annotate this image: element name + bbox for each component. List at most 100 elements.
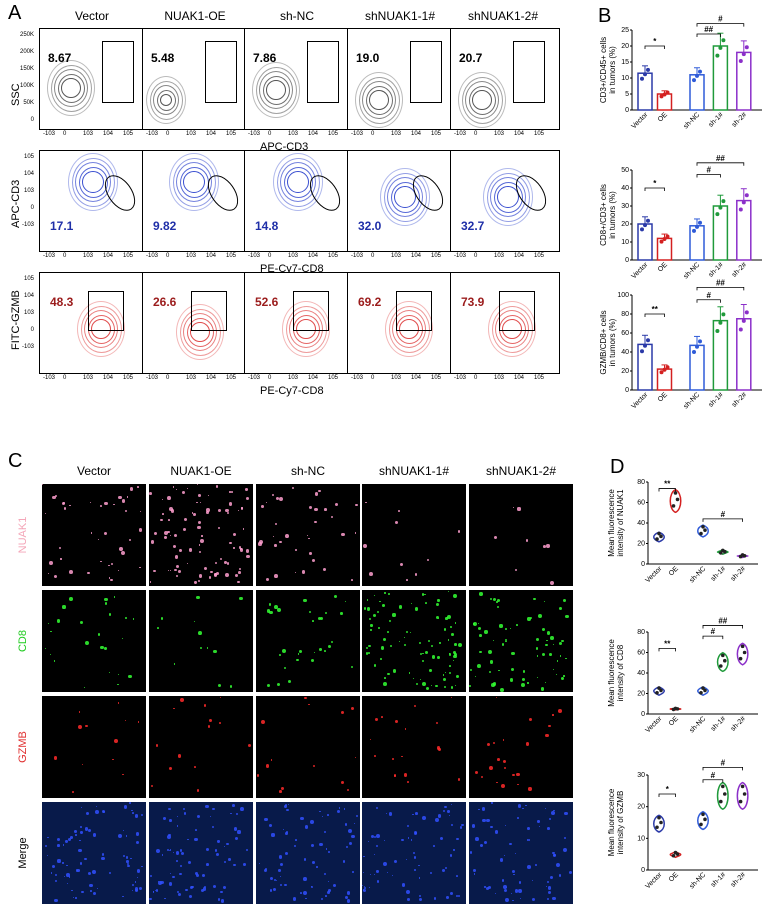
cell-signal (425, 650, 429, 654)
y-tick-label: 0 (641, 867, 645, 874)
flow-ytick: 250K (19, 32, 34, 38)
cell-signal (168, 807, 171, 811)
cell-signal (134, 887, 139, 891)
cell-signal (382, 604, 386, 608)
cell-signal (391, 758, 394, 761)
cell-signal (482, 819, 486, 823)
cell-signal (528, 717, 532, 721)
cell-signal (84, 857, 87, 861)
contour-ring (176, 304, 224, 360)
y-tick-label: 20 (637, 804, 645, 811)
cell-signal (481, 807, 485, 811)
cell-signal (548, 724, 551, 728)
cell-signal (74, 829, 78, 833)
cell-signal (373, 873, 376, 876)
cell-signal (283, 804, 287, 808)
flow-xtick: 103 (83, 375, 94, 381)
cell-signal (516, 816, 519, 819)
cell-signal (176, 816, 178, 818)
cell-signal (154, 889, 156, 891)
cell-signal (556, 862, 561, 867)
flow-ytick: 100K (19, 83, 34, 89)
cell-signal (448, 652, 452, 656)
cell-signal (450, 632, 454, 636)
cell-signal (275, 879, 278, 882)
cell-signal (415, 811, 418, 815)
cell-signal (428, 669, 432, 673)
micrograph (42, 802, 146, 904)
cell-signal (173, 851, 175, 853)
cell-signal (406, 824, 410, 827)
cell-signal (363, 855, 365, 858)
cell-signal (286, 808, 289, 812)
y-axis-label: Mean fluorescence (607, 639, 616, 707)
data-point (643, 223, 647, 228)
cell-signal (369, 618, 372, 620)
cell-signal (243, 862, 246, 866)
cell-signal (448, 665, 451, 667)
cell-signal (469, 851, 473, 854)
cell-signal (168, 506, 173, 511)
cell-signal (542, 545, 546, 548)
cell-signal (388, 593, 391, 595)
flow-plot: 32.7 (450, 150, 560, 252)
cell-signal (177, 569, 181, 573)
y-axis-label: intensity of GZMB (616, 791, 625, 855)
cell-signal (156, 849, 161, 854)
cell-signal (136, 876, 139, 878)
cell-signal (383, 682, 388, 686)
cell-signal (502, 879, 505, 882)
cell-signal (505, 628, 507, 631)
cell-signal (158, 881, 163, 885)
cell-signal (505, 886, 508, 888)
cell-signal (414, 607, 419, 611)
cell-signal (183, 527, 187, 532)
y-axis-label: intensity of CD8 (616, 644, 625, 701)
cell-signal (62, 862, 64, 864)
cell-signal (132, 812, 135, 815)
cell-signal (96, 887, 99, 890)
cell-signal (226, 562, 230, 566)
y-tick-label: 10 (637, 835, 645, 842)
cell-signal (63, 502, 66, 505)
cell-signal (442, 674, 445, 676)
micrograph (469, 484, 573, 586)
data-point (673, 850, 678, 855)
cell-signal (131, 890, 133, 892)
cell-signal (327, 891, 330, 894)
cell-signal (526, 827, 530, 831)
cell-signal (67, 837, 71, 841)
cell-signal (149, 897, 152, 901)
cell-signal (265, 577, 269, 581)
cell-signal (243, 528, 245, 530)
cell-signal (156, 627, 159, 629)
cell-signal (140, 813, 143, 816)
cell-signal (284, 851, 288, 855)
cell-signal (324, 895, 327, 897)
cell-signal (546, 880, 549, 884)
cell-signal (350, 707, 354, 711)
cell-signal (267, 683, 271, 687)
cell-signal (176, 825, 179, 828)
cell-signal (127, 674, 132, 679)
significance-label: # (711, 627, 716, 636)
gate-percentage: 20.7 (459, 51, 483, 65)
cell-signal (426, 687, 430, 691)
cell-signal (109, 577, 111, 579)
cell-signal (124, 719, 126, 721)
significance-bracket (696, 174, 721, 178)
cell-signal (45, 648, 47, 650)
micrograph (469, 590, 573, 692)
cell-signal (553, 809, 555, 812)
y-axis-label: in tumors (%) (608, 46, 617, 94)
cell-signal (215, 572, 219, 575)
cell-signal (489, 598, 492, 601)
cell-signal (187, 488, 189, 490)
if-row-label: CD8 (17, 630, 29, 653)
y-tick-label: 60 (637, 500, 645, 507)
y-tick-label: 10 (621, 239, 629, 246)
contour-ring (68, 153, 118, 211)
cell-signal (340, 781, 344, 785)
data-point (673, 491, 678, 495)
